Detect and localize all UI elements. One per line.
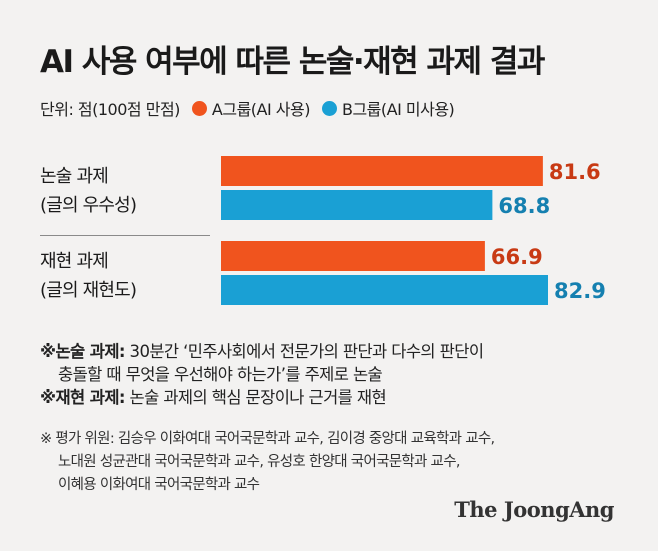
chart-title: AI 사용 여부에 따른 논술·재현 과제 결과 — [40, 44, 545, 80]
data-label: 81.6 — [549, 160, 601, 184]
note-essay-label: ※논술 과제: — [40, 342, 126, 361]
note-essay-text: 30분간 ‘민주사회에서 전문가의 판단과 다수의 판단이 — [124, 342, 484, 361]
bar-chart: 논술 과제 (글의 우수성) 81.6 68.8 재현 과제 (글의 재현도) 66.9 82… — [40, 156, 606, 305]
bar — [221, 190, 493, 220]
evaluators-line-1: ※ 평가 위원: 김승우 이화여대 국어국문학과 교수, 김이경 중앙대 교육학… — [40, 431, 495, 447]
data-label: 82.9 — [554, 279, 606, 303]
notes: ※논술 과제: 30분간 ‘민주사회에서 전문가의 판단과 다수의 판단이 충돌… — [40, 340, 640, 409]
category-label: (글의 재현도) — [40, 280, 136, 301]
legend-label-b: B그룹(AI 미사용) — [341, 100, 455, 119]
category-label: 재현 과제 — [40, 251, 108, 272]
legend-label-a: A그룹(AI 사용) — [211, 100, 311, 119]
bar — [221, 156, 543, 186]
note-line-1: ※논술 과제: 30분간 ‘민주사회에서 전문가의 판단과 다수의 판단이 — [40, 340, 640, 363]
data-label: 68.8 — [498, 194, 550, 218]
legend-item-b: B그룹(AI 미사용) — [321, 96, 455, 120]
legend-swatch-a — [191, 100, 207, 116]
bar — [221, 275, 548, 305]
data-label: 66.9 — [491, 245, 543, 269]
category-label: (글의 우수성) — [40, 195, 136, 216]
brand-logo: The JoongAng — [454, 497, 614, 522]
evaluators: ※ 평가 위원: 김승우 이화여대 국어국문학과 교수, 김이경 중앙대 교육학… — [40, 428, 640, 497]
note-line-3: ※재현 과제: 논술 과제의 핵심 문장이나 근거를 재현 — [40, 386, 640, 409]
evaluators-line-3: 이혜용 이화여대 국어국문학과 교수 — [58, 477, 260, 493]
evaluators-line-2: 노대원 성균관대 국어국문학과 교수, 유성호 한양대 국어국문학과 교수, — [58, 454, 460, 470]
note-line-2: 충돌할 때 무엇을 우선해야 하는가’를 주제로 논술 — [58, 365, 383, 384]
note-recall-text: 논술 과제의 핵심 문장이나 근거를 재현 — [124, 388, 387, 407]
note-recall-label: ※재현 과제: — [40, 388, 126, 407]
bar — [221, 241, 485, 271]
legend: 단위: 점(100점 만점) A그룹(AI 사용) B그룹(AI 미사용) — [40, 96, 466, 120]
unit-label: 단위: 점(100점 만점) — [40, 100, 180, 119]
category-label: 논술 과제 — [40, 166, 108, 187]
legend-swatch-b — [321, 100, 337, 116]
legend-item-a: A그룹(AI 사용) — [191, 96, 311, 120]
